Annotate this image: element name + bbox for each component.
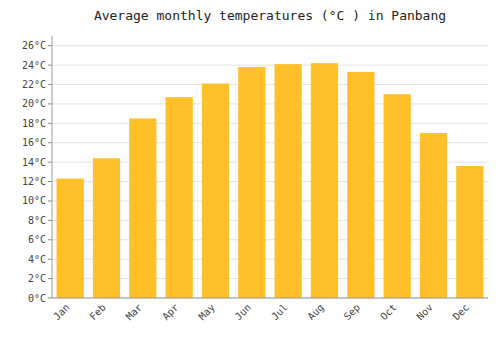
x-tick-label: Apr (160, 302, 181, 323)
chart-title: Average monthly temperatures (°C ) in Pa… (94, 8, 446, 23)
bar (93, 158, 120, 298)
bar (129, 118, 156, 298)
page: {"chart_data": {"type": "bar", "title": … (0, 0, 500, 350)
bar (347, 72, 374, 298)
y-tick-label: 20°C (22, 98, 46, 109)
y-tick (48, 103, 52, 104)
chart-svg: Average monthly temperatures (°C ) in Pa… (0, 0, 500, 350)
y-tick-label: 6°C (28, 234, 46, 245)
x-tick-label: Sep (342, 302, 363, 323)
y-tick (48, 278, 52, 279)
bar (275, 64, 302, 298)
y-tick-label: 8°C (28, 215, 46, 226)
y-tick (48, 200, 52, 201)
grid-line (52, 103, 488, 104)
grid-line (52, 84, 488, 85)
y-tick (48, 65, 52, 66)
bar (420, 133, 447, 298)
y-tick-label: 16°C (22, 137, 46, 148)
y-tick-label: 24°C (22, 60, 46, 71)
x-tick-label: May (196, 302, 217, 323)
y-tick (48, 181, 52, 182)
y-tick (48, 298, 52, 299)
y-tick (48, 142, 52, 143)
y-tick-label: 22°C (22, 79, 46, 90)
x-tick-label: Feb (87, 302, 108, 323)
y-tick (48, 220, 52, 221)
bar (384, 94, 411, 298)
y-tick (48, 162, 52, 163)
y-axis-ticks: 0°C 2°C 4°C 6°C 8°C 10°C 12°C 14°C 16°C 18°C 20°C 2… (22, 40, 52, 303)
x-tick-label: Dec (451, 302, 472, 323)
y-tick-label: 12°C (22, 176, 46, 187)
y-axis-line (52, 36, 53, 298)
x-tick-label: Jan (51, 302, 72, 323)
bars (57, 63, 484, 298)
x-tick-label: Aug (305, 302, 326, 323)
chart-container: Average monthly temperatures (°C ) in Pa… (0, 0, 500, 350)
y-tick (48, 123, 52, 124)
grid-line (52, 45, 488, 46)
y-tick-label: 18°C (22, 118, 46, 129)
y-tick-label: 2°C (28, 273, 46, 284)
y-grid (52, 46, 488, 298)
y-tick-label: 14°C (22, 157, 46, 168)
x-tick-label: Nov (414, 302, 435, 323)
x-tick-label: Oct (378, 302, 399, 323)
y-tick-label: 26°C (22, 40, 46, 51)
bar (57, 179, 84, 298)
y-tick (48, 239, 52, 240)
y-tick-label: 4°C (28, 254, 46, 265)
x-tick-label: Jun (233, 302, 254, 323)
y-tick (48, 45, 52, 46)
y-tick (48, 84, 52, 85)
bar (456, 166, 483, 298)
bar (311, 63, 338, 298)
y-tick-label: 0°C (28, 293, 46, 304)
x-axis-ticks: Jan Feb Mar Apr May Jun Jul Aug Sep Oct Nov Dec (51, 302, 471, 323)
grid-line (52, 298, 488, 299)
y-tick (48, 259, 52, 260)
bar (202, 84, 229, 298)
grid-line (52, 123, 488, 124)
y-tick-label: 10°C (22, 195, 46, 206)
x-tick-label: Mar (124, 302, 145, 323)
x-tick-label: Jul (269, 302, 290, 323)
bar (166, 97, 193, 298)
grid-line (52, 65, 488, 66)
x-axis-line (52, 298, 488, 299)
bar (238, 67, 265, 298)
